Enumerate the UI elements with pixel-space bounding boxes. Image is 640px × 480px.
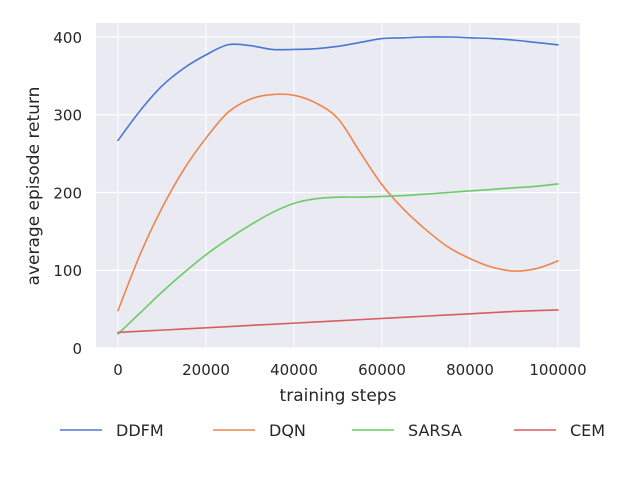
plot-background <box>96 23 580 348</box>
x-tick-label: 40000 <box>270 361 318 379</box>
legend: DDFM DQN SARSA CEM <box>60 421 605 440</box>
x-axis-label: training steps <box>280 386 397 406</box>
legend-label-sarsa: SARSA <box>408 421 462 440</box>
y-tick-label: 0 <box>72 340 82 358</box>
x-tick-label: 0 <box>113 361 123 379</box>
series-line-ddfm <box>117 36 559 142</box>
series-layer <box>117 36 559 335</box>
x-tick-label: 100000 <box>529 361 586 379</box>
series-line-sarsa <box>117 183 559 335</box>
x-tick-label: 20000 <box>182 361 230 379</box>
y-tick-label: 300 <box>53 107 82 125</box>
series-line-dqn <box>117 93 559 312</box>
y-tick-label: 400 <box>53 29 82 47</box>
x-tick-label: 60000 <box>358 361 406 379</box>
y-tick-label: 200 <box>53 184 82 202</box>
grid-lines <box>96 23 580 349</box>
legend-label-ddfm: DDFM <box>116 421 164 440</box>
y-tick-label: 100 <box>53 262 82 280</box>
y-tick-labels: 0 100 200 300 400 <box>53 29 82 358</box>
y-axis-label: average episode return <box>24 87 44 286</box>
legend-label-dqn: DQN <box>269 421 306 440</box>
legend-label-cem: CEM <box>570 421 605 440</box>
series-line-cem <box>117 309 559 334</box>
x-tick-label: 80000 <box>446 361 494 379</box>
x-tick-labels: 0 20000 40000 60000 80000 100000 <box>113 361 586 379</box>
